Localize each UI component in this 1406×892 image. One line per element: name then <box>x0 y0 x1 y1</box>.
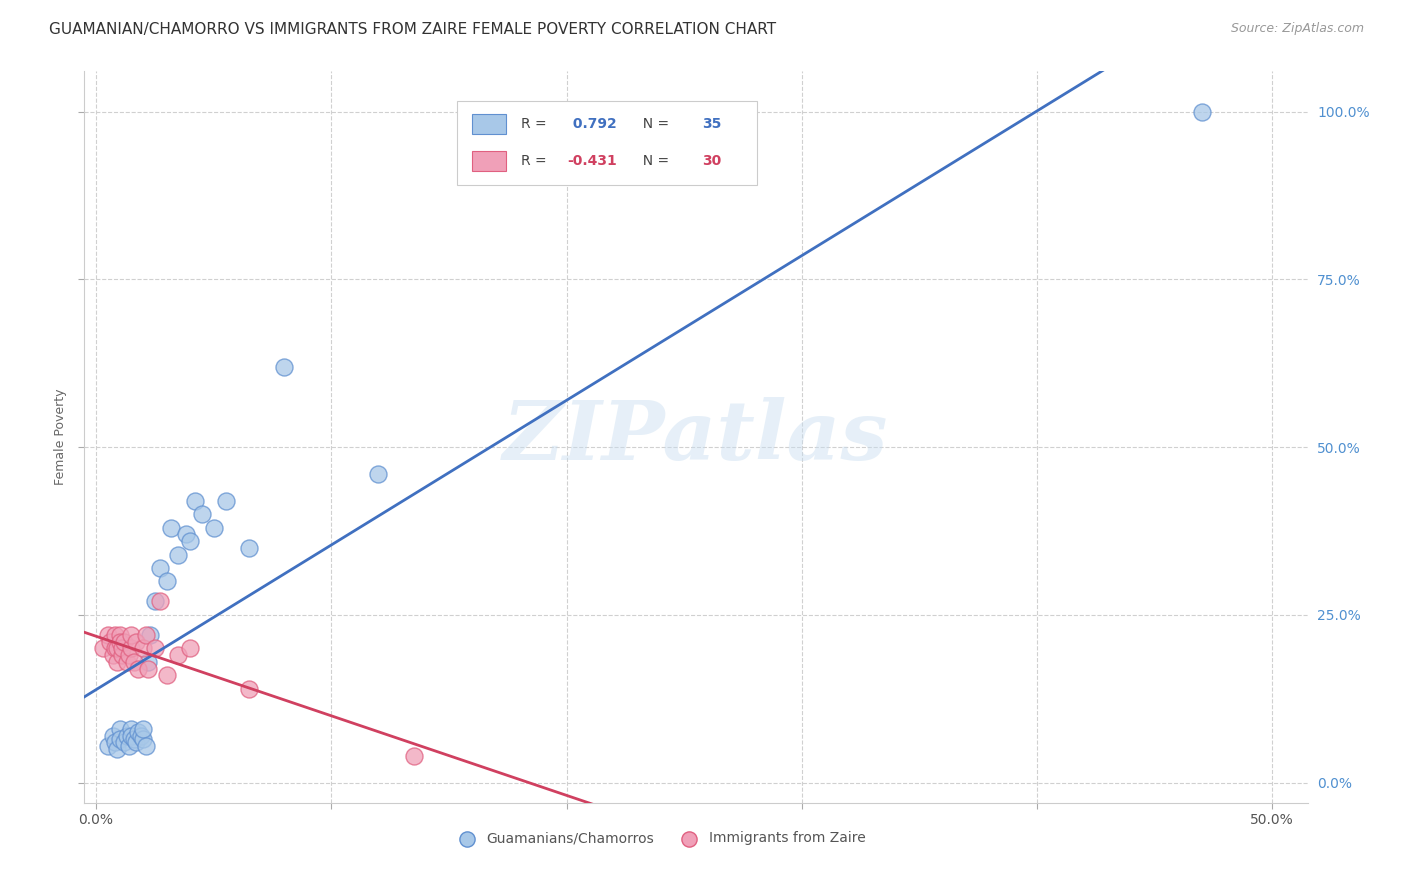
Point <box>120 641 142 656</box>
Text: 30: 30 <box>702 154 721 169</box>
Point <box>367 467 389 481</box>
Point <box>125 735 148 749</box>
Point <box>122 732 145 747</box>
Point <box>139 628 162 642</box>
Point <box>118 739 141 753</box>
Text: GUAMANIAN/CHAMORRO VS IMMIGRANTS FROM ZAIRE FEMALE POVERTY CORRELATION CHART: GUAMANIAN/CHAMORRO VS IMMIGRANTS FROM ZA… <box>49 22 776 37</box>
Point <box>115 729 138 743</box>
Point <box>135 628 157 642</box>
Point <box>115 655 138 669</box>
Point <box>120 628 142 642</box>
Point <box>202 521 225 535</box>
Point <box>214 493 236 508</box>
Point <box>143 594 166 608</box>
FancyBboxPatch shape <box>472 151 506 171</box>
Point <box>105 655 128 669</box>
Point <box>125 634 148 648</box>
FancyBboxPatch shape <box>472 114 506 135</box>
Point <box>136 662 159 676</box>
Point <box>127 662 149 676</box>
Point <box>143 641 166 656</box>
Point <box>98 634 121 648</box>
Point <box>179 534 201 549</box>
Text: ZIPatlas: ZIPatlas <box>503 397 889 477</box>
Point <box>136 655 159 669</box>
Point <box>108 634 131 648</box>
Point <box>108 722 131 736</box>
Text: R =: R = <box>522 117 551 131</box>
Y-axis label: Female Poverty: Female Poverty <box>53 389 67 485</box>
Point <box>111 641 134 656</box>
Text: R =: R = <box>522 154 551 169</box>
Point <box>132 732 155 747</box>
Point <box>1191 104 1213 119</box>
Text: N =: N = <box>634 117 673 131</box>
Point <box>156 574 179 589</box>
Point <box>120 729 142 743</box>
Point <box>97 739 120 753</box>
Point <box>273 359 295 374</box>
Point <box>184 493 207 508</box>
Point <box>122 655 145 669</box>
Text: N =: N = <box>634 154 673 169</box>
Point <box>105 742 128 756</box>
Point <box>104 628 127 642</box>
Point <box>111 648 134 662</box>
Point <box>101 648 124 662</box>
Text: 0.792: 0.792 <box>568 117 616 131</box>
Text: 35: 35 <box>702 117 721 131</box>
Point <box>104 641 127 656</box>
Point <box>135 739 157 753</box>
Point <box>112 634 135 648</box>
Point <box>104 735 127 749</box>
Point <box>149 594 172 608</box>
Point <box>238 681 260 696</box>
Text: -0.431: -0.431 <box>568 154 617 169</box>
Point <box>120 722 142 736</box>
Point <box>160 521 183 535</box>
Point <box>105 641 128 656</box>
Point <box>127 725 149 739</box>
Point <box>101 729 124 743</box>
Point <box>179 641 201 656</box>
Point <box>191 508 214 522</box>
Point <box>108 628 131 642</box>
Point <box>167 548 190 562</box>
Point <box>238 541 260 555</box>
Point <box>402 748 425 763</box>
Point <box>91 641 114 656</box>
Point <box>118 648 141 662</box>
Point <box>112 735 135 749</box>
Point <box>129 729 152 743</box>
Legend: Guamanians/Chamorros, Immigrants from Zaire: Guamanians/Chamorros, Immigrants from Za… <box>447 826 870 851</box>
Point <box>156 668 179 682</box>
Point <box>174 527 197 541</box>
Point <box>132 641 155 656</box>
Point <box>149 561 172 575</box>
FancyBboxPatch shape <box>457 101 758 185</box>
Point <box>97 628 120 642</box>
Point <box>108 732 131 747</box>
Point <box>167 648 190 662</box>
Text: Source: ZipAtlas.com: Source: ZipAtlas.com <box>1230 22 1364 36</box>
Point <box>132 722 155 736</box>
